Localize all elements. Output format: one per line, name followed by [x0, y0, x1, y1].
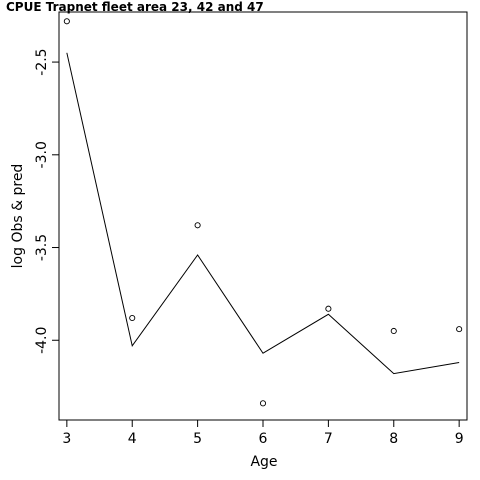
y-tick-label: -3.5: [34, 234, 50, 261]
chart-title: CPUE Trapnet fleet area 23, 42 and 47: [6, 0, 264, 14]
y-axis: -2.5 -3.0 -3.5 -4.0: [34, 48, 59, 354]
predicted-line-series: [66, 52, 460, 375]
y-axis-label: log Obs & pred: [10, 164, 26, 269]
observed-point: [194, 222, 201, 229]
observed-point: [259, 400, 267, 407]
x-tick-label: 3: [62, 431, 71, 447]
observed-points-series: [63, 18, 463, 407]
y-tick-label: -4.0: [34, 327, 50, 354]
x-tick-label: 8: [389, 431, 398, 447]
plot-frame: [58, 11, 468, 421]
observed-point: [129, 314, 136, 322]
predicted-line: [66, 52, 460, 375]
observed-point: [63, 18, 70, 25]
x-tick-label: 6: [259, 431, 268, 447]
y-tick-label: -3.0: [34, 141, 50, 168]
observed-point: [456, 326, 463, 333]
x-tick-label: 7: [324, 431, 333, 447]
x-tick-label: 5: [193, 431, 202, 447]
x-tick-label: 4: [128, 431, 137, 447]
x-axis-label: Age: [250, 454, 277, 470]
x-tick-label: 9: [455, 431, 464, 447]
observed-point: [325, 305, 332, 312]
y-tick-label: -2.5: [34, 48, 50, 75]
observed-point: [390, 327, 397, 335]
x-axis: 3 4 5 6 7 8 9: [62, 420, 464, 447]
